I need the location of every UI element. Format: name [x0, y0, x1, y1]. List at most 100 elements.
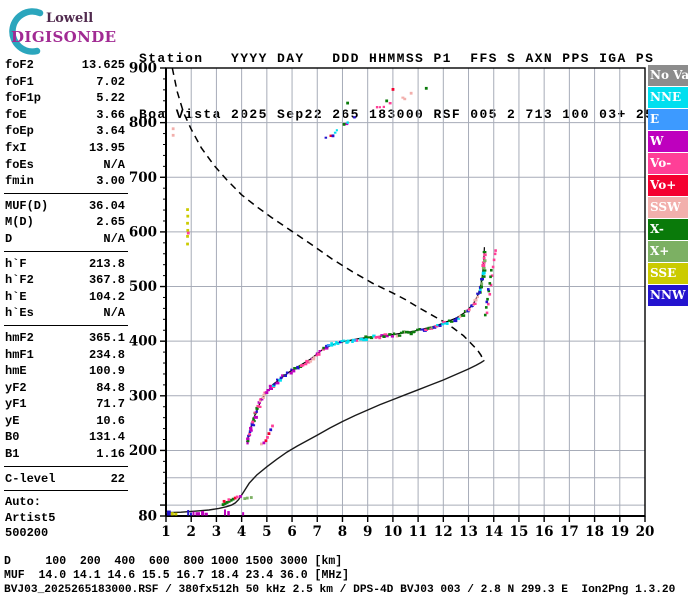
noise-block — [167, 510, 170, 516]
echo-dot — [255, 406, 259, 410]
legend-item-noval: No Val — [648, 65, 694, 86]
sporadic-echo-dot — [266, 436, 269, 439]
echo-dot — [443, 322, 448, 325]
echo-dot — [293, 367, 297, 370]
echo-dot — [416, 328, 419, 332]
y-tick-label: 900 — [129, 61, 157, 77]
echo-dot — [369, 336, 374, 340]
echo-dot — [318, 350, 321, 353]
param-label: foE — [5, 107, 27, 122]
param-row-fof1p: foF1p 5.22 — [5, 90, 125, 107]
x-mode-dot — [483, 313, 487, 317]
echo-dot — [427, 326, 431, 330]
param-label: foEs — [5, 157, 34, 172]
echo-dot — [442, 320, 446, 324]
echo-dot — [255, 410, 258, 413]
echo-dot — [257, 401, 261, 404]
echo-dot — [430, 326, 434, 329]
x-mode-dot — [486, 302, 490, 306]
param-value: 5.22 — [96, 91, 125, 106]
echo-dot — [436, 324, 439, 327]
plot-border — [165, 67, 646, 517]
x-mode-dot — [489, 275, 492, 279]
param-label: B0 — [5, 430, 20, 445]
echo-dot — [481, 266, 486, 270]
sporadic-echo-dot — [262, 441, 266, 445]
param-value: 365.1 — [88, 330, 125, 345]
parameter-panel: foF2 13.625 foF1 7.02 foF1p 5.22 foE 3.66 foEp 3.… — [4, 57, 128, 542]
noise-block — [223, 509, 226, 516]
panel-separator — [4, 324, 128, 326]
legend-item-ssw: SSW — [648, 197, 688, 218]
echo-dot — [321, 348, 325, 351]
echo-dot — [365, 338, 368, 341]
echo-dot — [279, 376, 283, 380]
echo-dot — [447, 319, 450, 322]
sporadic-echo-dot — [221, 503, 225, 507]
echo-dot — [281, 374, 285, 377]
echo-dot — [412, 330, 416, 333]
param-value: 1.16 — [96, 447, 125, 462]
noise-block — [170, 512, 174, 516]
param-row-hmf2: hmF2 365.1 — [5, 330, 125, 347]
echo-dot — [397, 334, 402, 337]
param-value: 36.04 — [88, 198, 125, 213]
param-label: hmF1 — [5, 347, 34, 362]
echo-dot — [339, 340, 342, 344]
param-row-foep: foEp 3.64 — [5, 123, 125, 140]
sporadic-echo-dot — [171, 127, 175, 131]
param-label: foF1p — [5, 91, 42, 106]
echo-dot — [289, 371, 293, 375]
echo-dot — [359, 337, 363, 341]
echo-dot — [401, 96, 405, 99]
echo-dot — [366, 336, 371, 339]
x-mode-dot — [492, 258, 496, 262]
echo-dot — [470, 304, 474, 307]
echo-dot — [432, 325, 437, 329]
echo-dot — [380, 334, 385, 337]
x-tick-label: 20 — [636, 524, 655, 540]
param-value: 234.8 — [88, 347, 125, 362]
echo-dot — [457, 317, 460, 320]
echo-dot — [388, 333, 392, 336]
param-row-ye: yE 10.6 — [5, 413, 125, 430]
param-label: h`F2 — [5, 273, 34, 288]
x-tick-label: 18 — [585, 524, 604, 540]
echo-dot — [260, 398, 264, 401]
echo-dot — [482, 251, 487, 254]
echo-dot — [480, 277, 484, 281]
echo-dot — [479, 285, 483, 289]
echo-dot — [481, 261, 486, 264]
echo-dot — [272, 384, 276, 387]
legend-item-w: W — [648, 131, 688, 152]
x-tick-label: 19 — [610, 524, 629, 540]
panel-footer-line: Artist5 — [5, 510, 56, 525]
sporadic-echo-dot — [186, 228, 190, 232]
x-mode-dot — [486, 288, 490, 291]
echo-dot — [257, 405, 262, 408]
x-tick-label: 5 — [262, 524, 271, 540]
param-value: 367.8 — [88, 273, 125, 288]
echo-dot — [483, 259, 487, 263]
y-tick-label: 700 — [129, 170, 157, 186]
echo-dot — [378, 106, 381, 109]
sporadic-echo-dot — [227, 498, 231, 502]
x-mode-dot — [488, 292, 492, 296]
echo-dot — [354, 338, 358, 342]
param-row-b0: B0 131.4 — [5, 429, 125, 446]
echo-dot — [324, 136, 328, 139]
echo-dot — [325, 344, 329, 348]
echo-dot — [329, 134, 332, 137]
param-value: 3.66 — [96, 107, 125, 122]
x-tick-label: 1 — [161, 524, 170, 540]
param-value: 13.95 — [88, 140, 125, 155]
param-value: 104.2 — [88, 289, 125, 304]
echo-dot — [326, 344, 331, 347]
echo-dot — [346, 121, 349, 124]
param-label: yF2 — [5, 380, 27, 395]
echo-dot — [250, 422, 254, 426]
param-label: D — [5, 231, 13, 246]
echo-dot — [375, 106, 379, 109]
sporadic-echo-dot — [259, 442, 263, 446]
